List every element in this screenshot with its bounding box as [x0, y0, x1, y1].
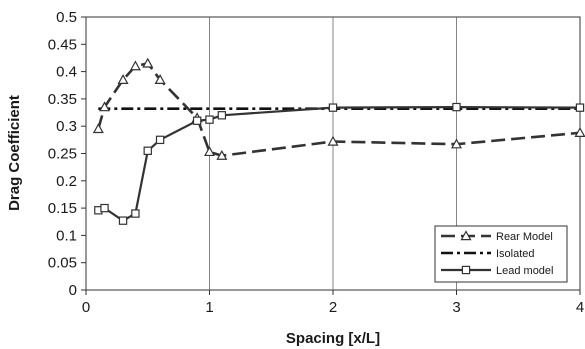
data-point-lead-model: [205, 115, 214, 124]
y-tick-label: 0.3: [56, 118, 77, 135]
data-point-rear-model: [129, 60, 141, 71]
y-tick-label: 0.5: [56, 9, 77, 26]
tick-labels: 0 0.05 0.1 0.15 0.2 0.25 0.3 0.35 0.4 0.45 0.5 0 1 2 3…: [48, 9, 584, 316]
data-point-rear-model: [203, 146, 216, 157]
data-point-lead-model: [192, 116, 202, 125]
data-point-lead-model: [217, 111, 227, 120]
y-tick-label: 0.05: [48, 255, 77, 272]
data-point-rear-model: [142, 57, 154, 68]
data-point-rear-model: [99, 101, 111, 112]
legend-marker-rear-model: [460, 230, 472, 241]
data-point-lead-model: [100, 203, 109, 213]
legend-label-rear-model: Rear Model: [496, 231, 553, 243]
data-point-rear-model: [92, 123, 104, 134]
y-tick-label: 0.35: [48, 91, 77, 108]
data-point-rear-model: [574, 127, 585, 137]
data-point-rear-model: [154, 74, 166, 84]
x-tick-label: 2: [329, 299, 337, 316]
data-point-lead-model: [155, 135, 165, 145]
data-point-rear-model: [117, 74, 129, 84]
legend-marker-lead-model: [461, 265, 471, 275]
series-markers: [92, 57, 585, 225]
data-point-rear-model: [450, 138, 463, 149]
axes: [81, 16, 581, 295]
y-tick-label: 0.15: [48, 200, 77, 217]
data-point-lead-model: [118, 216, 128, 225]
y-tick-label: 0.1: [56, 227, 77, 244]
y-axis-title: Drag Coefficient: [6, 95, 23, 211]
x-tick-label: 4: [576, 299, 584, 316]
x-tick-label: 3: [452, 299, 460, 316]
y-tick-label: 0.45: [48, 36, 77, 53]
data-point-rear-model: [216, 149, 228, 160]
y-tick-label: 0: [69, 282, 77, 299]
data-point-lead-model: [131, 209, 140, 218]
data-point-lead-model: [575, 103, 585, 112]
series-line-rear-model: [97, 62, 581, 157]
legend: Rear Model Isolated Lead model: [434, 225, 568, 283]
legend-label-lead-model: Lead model: [496, 265, 554, 277]
data-point-rear-model: [327, 135, 339, 146]
x-axis-title: Spacing [x/L]: [286, 330, 380, 347]
legend-items: Rear Model Isolated Lead model: [441, 230, 554, 277]
y-tick-label: 0.2: [56, 173, 77, 190]
legend-label-isolated: Isolated: [496, 248, 535, 260]
x-tick-label: 0: [82, 299, 90, 316]
data-point-lead-model: [328, 103, 338, 112]
data-point-lead-model: [452, 102, 461, 112]
x-tick-label: 1: [205, 299, 213, 316]
data-point-lead-model: [143, 146, 152, 155]
y-tick-label: 0.25: [48, 146, 77, 163]
y-tick-label: 0.4: [56, 64, 77, 81]
